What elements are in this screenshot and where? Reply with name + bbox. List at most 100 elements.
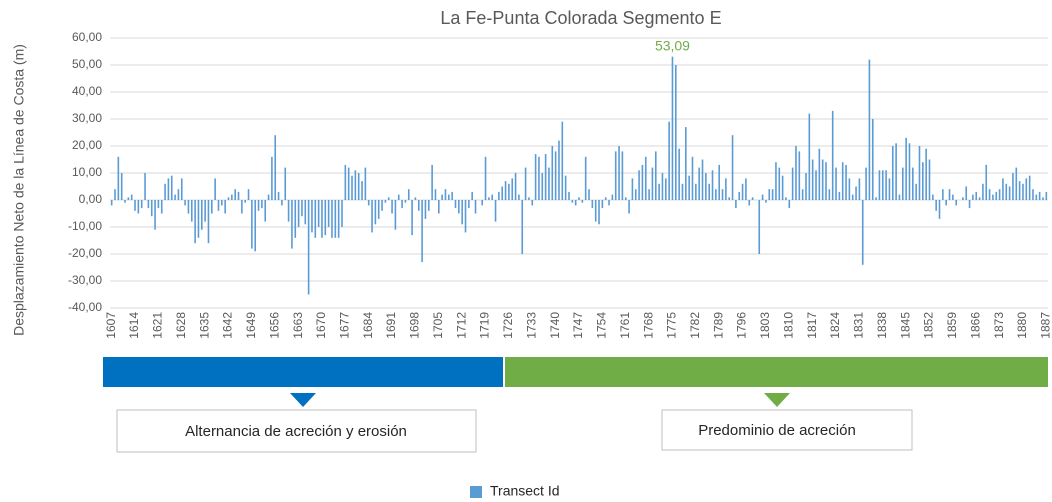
bar: [695, 183, 697, 200]
bar: [992, 194, 994, 200]
x-tick-label: 1733: [524, 312, 538, 339]
y-axis-label: Desplazamiento Neto de la Línea de Costa…: [11, 44, 27, 336]
bar: [504, 181, 507, 200]
bar: [234, 189, 236, 200]
x-tick-label: 1887: [1039, 312, 1052, 339]
data-label: 53,09: [655, 37, 690, 53]
bar: [1025, 178, 1028, 200]
bar: [995, 191, 998, 200]
bar: [334, 200, 337, 238]
bar: [638, 170, 640, 200]
bar: [681, 183, 684, 200]
x-tick-label: 1607: [104, 312, 118, 339]
x-tick-label: 1726: [501, 312, 515, 339]
bar: [301, 200, 303, 217]
bar: [691, 156, 694, 200]
y-tick-label: 30,00: [72, 111, 102, 125]
bar: [284, 167, 287, 200]
bar: [414, 197, 417, 200]
bar: [671, 56, 674, 201]
bar: [364, 167, 367, 200]
bar: [661, 173, 664, 200]
bar: [401, 200, 403, 209]
bar: [725, 178, 727, 200]
bar: [534, 154, 537, 200]
bar: [150, 200, 153, 217]
bar: [568, 191, 570, 200]
x-tick-label: 1852: [922, 312, 936, 339]
bar: [424, 200, 427, 219]
bar: [474, 200, 477, 214]
bar: [721, 189, 724, 200]
bar: [1035, 194, 1038, 200]
bar: [471, 191, 473, 200]
bar: [628, 200, 630, 214]
y-tick-label: -10,00: [68, 219, 102, 233]
x-tick-label: 1642: [221, 312, 235, 339]
x-tick-label: 1796: [735, 312, 749, 339]
bar: [634, 189, 637, 200]
y-tick-label: 0,00: [79, 192, 103, 206]
bar: [444, 189, 447, 200]
bar: [431, 164, 433, 200]
bar: [811, 159, 814, 200]
bar: [748, 200, 751, 206]
bar: [765, 200, 767, 203]
bar: [214, 178, 216, 200]
bar: [551, 146, 554, 200]
bar: [985, 164, 988, 200]
bar: [314, 200, 317, 238]
x-tick-label: 1747: [571, 312, 585, 339]
bar: [858, 178, 861, 200]
bar: [317, 200, 320, 227]
bar: [187, 200, 190, 214]
y-tick-label: 60,00: [72, 30, 102, 44]
bar: [324, 200, 327, 236]
bar: [658, 183, 660, 200]
bar: [624, 197, 627, 200]
bar: [337, 200, 340, 238]
bar: [267, 194, 270, 200]
bar: [434, 189, 437, 200]
bar: [204, 200, 206, 222]
bar: [644, 156, 647, 200]
bar: [394, 200, 397, 230]
bar: [404, 200, 407, 203]
bar: [508, 183, 510, 200]
arrow: [764, 393, 790, 407]
bar: [184, 200, 186, 206]
bar: [651, 167, 654, 200]
y-tick-label: -40,00: [68, 300, 102, 314]
bar: [244, 200, 246, 203]
bar: [928, 159, 931, 200]
bar: [347, 167, 350, 200]
bar: [180, 178, 183, 200]
x-tick-label: 1810: [781, 312, 795, 339]
x-tick-label: 1803: [758, 312, 772, 339]
bar: [841, 162, 844, 200]
x-tick-label: 1635: [197, 312, 211, 339]
bar: [190, 200, 193, 222]
bar: [1005, 183, 1008, 200]
bar: [1022, 183, 1024, 200]
bar: [251, 200, 253, 249]
bar: [728, 197, 731, 200]
x-tick-label: 1775: [665, 312, 679, 339]
bar: [715, 189, 717, 200]
bar: [972, 194, 974, 200]
bar: [932, 194, 934, 200]
bar: [952, 194, 954, 200]
bar: [895, 143, 897, 200]
bar: [294, 200, 297, 238]
bar: [387, 197, 390, 200]
bar: [905, 137, 907, 200]
bar: [775, 162, 777, 200]
bar: [851, 194, 854, 200]
bar: [751, 197, 754, 200]
bar: [127, 197, 130, 200]
bar: [768, 189, 771, 200]
bar: [688, 175, 690, 200]
bar: [865, 167, 867, 200]
x-tick-label: 1789: [711, 312, 725, 339]
bar: [574, 200, 577, 206]
